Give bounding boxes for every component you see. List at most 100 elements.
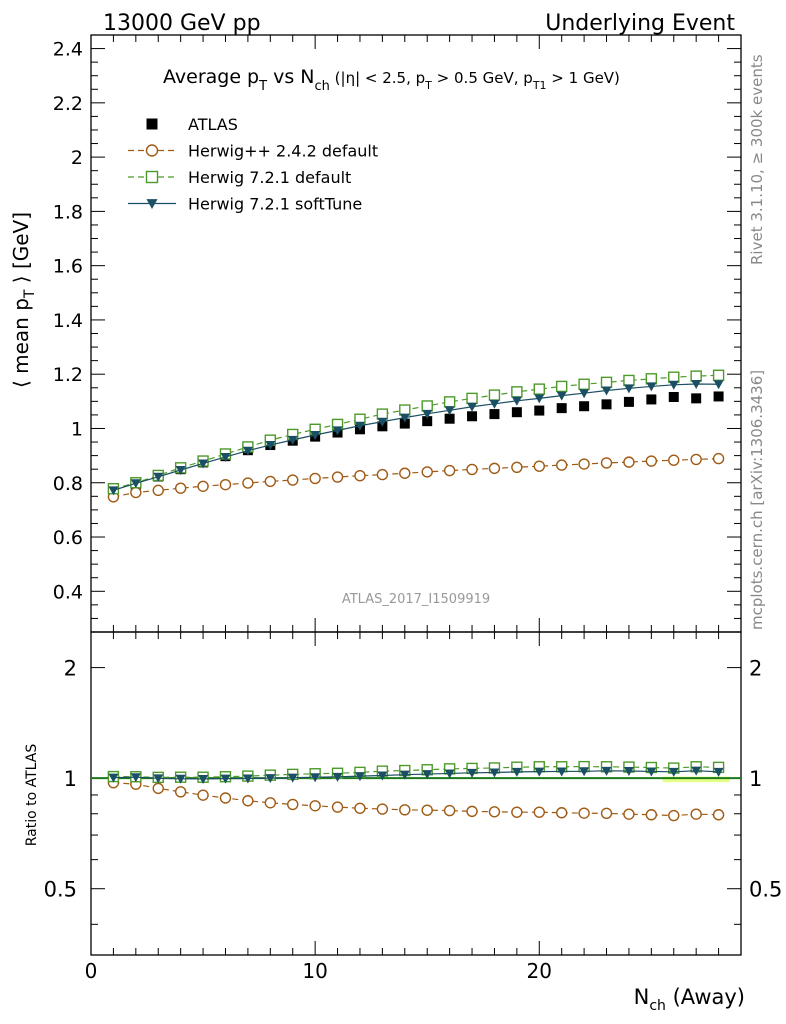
ratio-tick-label: 2 <box>64 657 77 681</box>
ratio-point-soft <box>691 766 702 776</box>
ratio-point-herwigpp <box>712 809 725 821</box>
ratio-error-band <box>662 776 730 783</box>
point-h721 <box>555 380 568 393</box>
point-atlas <box>511 407 522 418</box>
point-h721 <box>399 404 411 416</box>
point-h721 <box>623 374 635 387</box>
watermark: ATLAS_2017_I1509919 <box>342 592 490 607</box>
point-atlas <box>646 394 657 405</box>
point-soft <box>556 391 567 401</box>
ratio-point-soft <box>556 767 567 777</box>
point-herwigpp <box>488 462 501 475</box>
point-h721 <box>578 378 590 390</box>
point-soft <box>444 406 455 416</box>
ratio-point-soft <box>332 772 343 782</box>
ratio-point-soft <box>220 774 231 784</box>
y-tick-label: 0.8 <box>53 473 83 495</box>
point-herwigpp <box>421 466 433 478</box>
y-tick-label: 0.6 <box>53 527 83 549</box>
point-h721 <box>690 370 702 382</box>
ratio-point-soft <box>668 767 679 777</box>
main-panel: 0.4 0.6 0.8 1 1.2 1.4 1.6 1.8 2 2.2 2.4 <box>53 34 742 955</box>
ratio-tick-label: 1 <box>749 767 762 791</box>
ratio-point-herwigpp <box>645 809 658 821</box>
y-tick-label: 1 <box>71 418 83 440</box>
ratio-tick-label: 2 <box>749 657 762 681</box>
point-h721 <box>443 396 456 408</box>
ratio-point-herwigpp <box>287 798 299 811</box>
point-soft <box>377 417 388 427</box>
ratio-point-soft <box>377 771 388 781</box>
ratio-point-herwigpp <box>242 795 254 807</box>
point-soft <box>198 459 209 469</box>
ratio-tick-label: 1 <box>64 767 77 791</box>
ratio-point-soft <box>287 773 298 783</box>
point-h721 <box>600 376 613 389</box>
ratio-point-herwigpp <box>555 807 568 819</box>
ratio-line-herwigpp <box>113 782 719 817</box>
point-atlas <box>534 405 545 416</box>
legend-marker-herwigpp <box>145 144 159 157</box>
point-atlas <box>668 391 679 402</box>
point-h721 <box>645 373 658 385</box>
legend: ATLAS Herwig++ 2.4.2 default Herwig 7.2.1 … <box>128 115 378 214</box>
series-line-herwigpp <box>113 457 719 498</box>
point-soft <box>130 479 141 489</box>
legend-label-atlas: ATLAS <box>188 115 238 134</box>
ratio-point-herwigpp <box>668 809 680 822</box>
ratio-point-soft <box>601 766 612 776</box>
point-soft <box>242 446 253 456</box>
legend-label-h721: Herwig 7.2.1 default <box>188 168 351 187</box>
ratio-point-herwigpp <box>443 804 456 817</box>
ratio-point-herwigpp <box>264 797 277 809</box>
ratio-line-h721 <box>113 766 719 778</box>
point-soft <box>601 386 612 396</box>
point-soft <box>511 396 522 406</box>
series-line-soft <box>113 383 719 491</box>
point-herwigpp <box>555 459 568 471</box>
ratio-point-soft <box>646 767 657 777</box>
ratio-point-herwigpp <box>421 804 433 816</box>
ratio-point-soft <box>467 768 478 778</box>
point-soft <box>354 421 365 431</box>
ratio-point-soft <box>265 774 276 784</box>
ratio-panel: 0 10 20 0.5 0.5 1 1 2 2 <box>44 631 782 983</box>
header-left: 13000 GeV pp <box>103 11 261 36</box>
y-tick-label: 2.2 <box>53 93 83 115</box>
ratio-point-herwigpp <box>690 808 702 820</box>
point-soft <box>668 380 679 390</box>
point-herwigpp <box>645 455 658 467</box>
point-atlas <box>489 409 500 420</box>
ratio-point-herwigpp <box>376 803 389 815</box>
y-axis-label-ratio: Ratio to ATLAS <box>24 744 40 847</box>
point-herwigpp <box>668 454 680 466</box>
ratio-point-soft <box>511 767 522 777</box>
legend-marker-atlas <box>146 118 158 130</box>
ratio-point-soft <box>399 770 410 780</box>
point-herwigpp <box>152 484 164 497</box>
x-tick-label: 10 <box>302 959 327 983</box>
legend-marker-soft <box>146 199 158 209</box>
ratio-point-herwigpp <box>488 806 501 818</box>
point-herwigpp <box>712 452 725 465</box>
ratio-point-soft <box>534 767 545 777</box>
point-herwigpp <box>242 477 254 489</box>
ratio-point-soft <box>242 774 253 784</box>
ratio-point-soft <box>130 773 141 783</box>
ratio-point-soft <box>489 768 500 778</box>
point-soft <box>623 384 634 394</box>
point-herwigpp <box>219 478 232 491</box>
ratio-point-soft <box>623 766 634 776</box>
legend-marker-h721 <box>145 170 159 184</box>
point-h721 <box>466 392 478 405</box>
y-tick-label: 1.4 <box>53 310 83 332</box>
point-atlas <box>556 403 567 414</box>
point-atlas <box>444 413 455 424</box>
x-axis-label: Nch (Away) <box>634 985 745 1014</box>
point-h721 <box>488 389 501 401</box>
point-soft <box>287 435 298 445</box>
point-atlas <box>422 416 433 427</box>
point-herwigpp <box>533 460 545 472</box>
ratio-point-soft <box>198 774 209 784</box>
